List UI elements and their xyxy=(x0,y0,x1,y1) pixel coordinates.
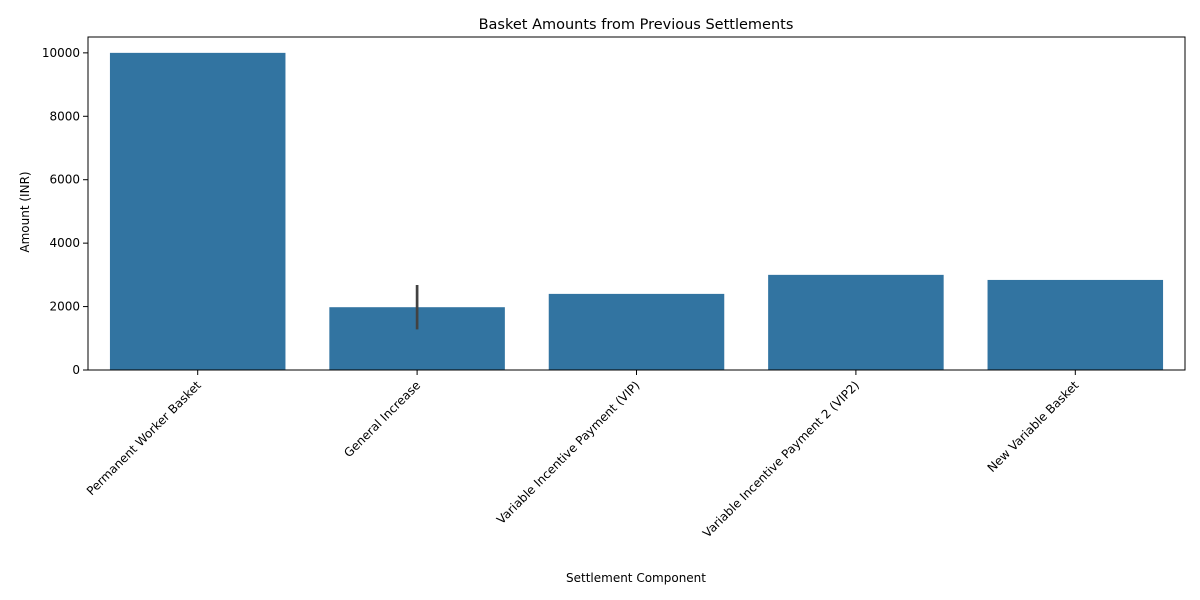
x-tick-label: General Increase xyxy=(341,378,423,460)
x-tick-label: Variable Incentive Payment 2 (VIP2) xyxy=(700,378,862,540)
y-tick-label: 2000 xyxy=(49,300,80,314)
bar xyxy=(987,279,1164,370)
x-axis-label: Settlement Component xyxy=(566,571,706,585)
y-tick-label: 0 xyxy=(72,363,80,377)
y-axis: 0 2000 4000 6000 8000 10000 xyxy=(42,46,88,377)
bar xyxy=(548,293,725,370)
y-axis-label: Amount (INR) xyxy=(18,171,32,252)
bar xyxy=(768,274,944,370)
x-tick-label: Permanent Worker Basket xyxy=(84,378,204,498)
x-axis: Permanent Worker Basket General Increase V… xyxy=(84,370,1082,540)
bars-layer xyxy=(109,52,1164,370)
plot-frame xyxy=(87,36,1186,371)
chart-title: Basket Amounts from Previous Settlements xyxy=(479,17,794,33)
x-tick-label: Variable Incentive Payment (VIP) xyxy=(494,378,643,527)
y-tick-label: 10000 xyxy=(42,46,80,60)
bar xyxy=(109,52,286,370)
y-tick-label: 8000 xyxy=(49,109,80,123)
y-tick-label: 6000 xyxy=(49,173,80,187)
y-tick-label: 4000 xyxy=(49,236,80,250)
x-tick-label: New Variable Basket xyxy=(985,378,1082,475)
